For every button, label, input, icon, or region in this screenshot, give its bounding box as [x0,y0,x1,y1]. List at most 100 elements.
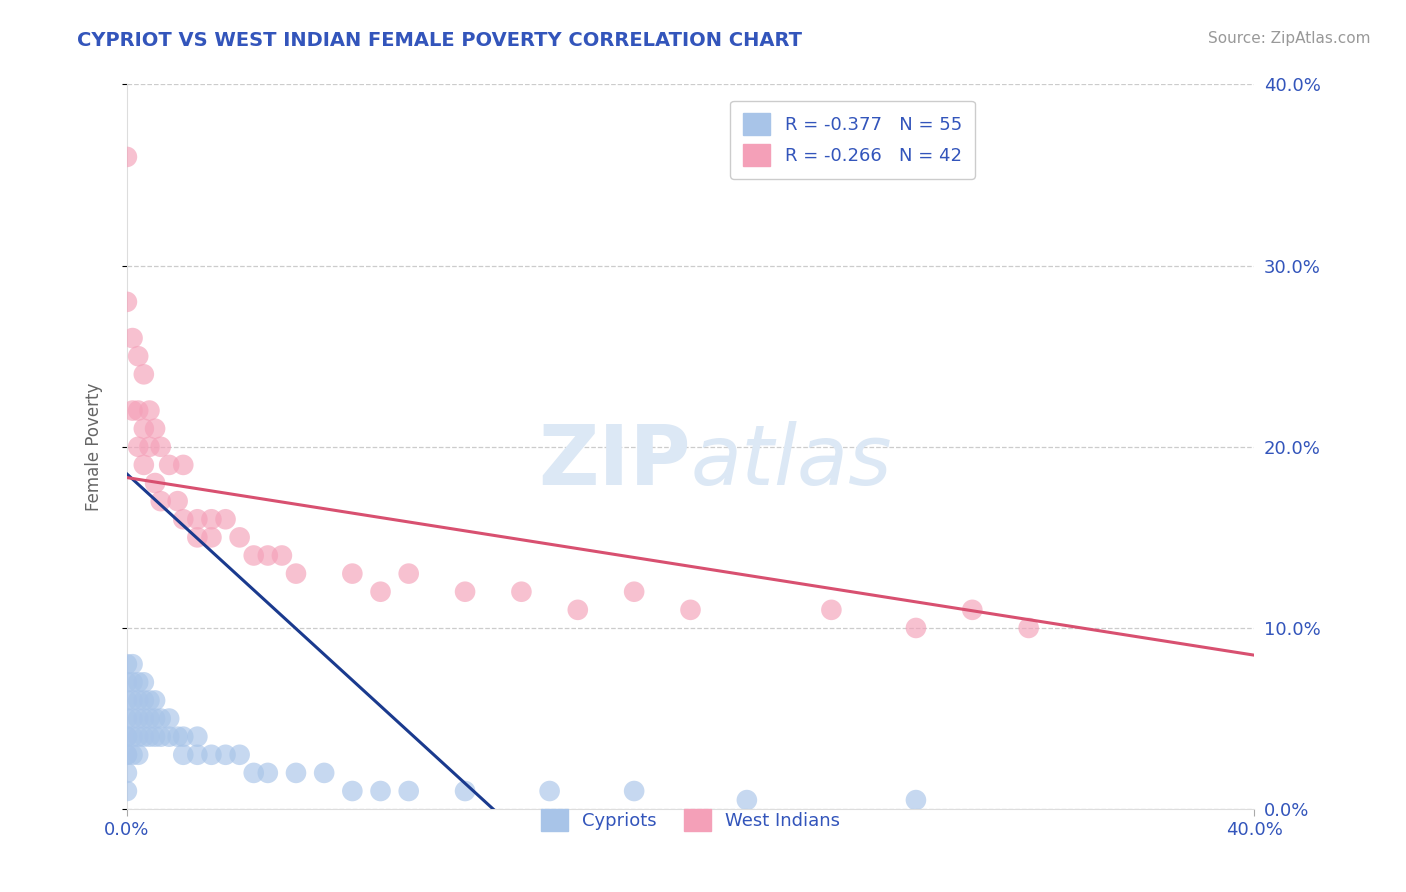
Point [149,494,172,508]
Point [132,730,155,744]
Point [143,730,166,744]
Point [132,422,155,436]
Point [121,693,143,707]
Point [127,693,149,707]
Point [157,458,180,472]
Point [143,476,166,491]
Point [256,549,278,563]
Point [132,368,155,382]
Point [538,784,561,798]
Point [228,530,250,544]
Point [398,784,420,798]
Point [200,530,222,544]
Point [132,458,155,472]
Point [172,512,194,526]
Point [115,730,138,744]
Y-axis label: Female Poverty: Female Poverty [86,383,103,511]
Point [270,549,292,563]
Point [115,784,138,798]
Point [121,730,143,744]
Point [962,603,984,617]
Point [214,512,236,526]
Point [1018,621,1040,635]
Point [186,512,208,526]
Point [314,765,336,780]
Point [342,566,364,581]
Point [567,603,589,617]
Point [143,422,166,436]
Point [172,747,194,762]
Point [121,675,143,690]
Point [143,693,166,707]
Point [214,747,236,762]
Point [132,693,155,707]
Point [143,712,166,726]
Point [149,712,172,726]
Point [127,440,149,454]
Point [115,294,138,309]
Point [904,621,927,635]
Point [242,549,264,563]
Point [370,584,392,599]
Point [121,747,143,762]
Point [256,765,278,780]
Point [820,603,842,617]
Point [115,747,138,762]
Point [138,730,160,744]
Point [121,331,143,345]
Point [454,584,477,599]
Legend: Cypriots, West Indians: Cypriots, West Indians [529,797,853,844]
Point [121,712,143,726]
Point [370,784,392,798]
Point [735,793,758,807]
Text: ZIP: ZIP [538,421,690,502]
Point [166,494,188,508]
Point [285,566,308,581]
Point [904,793,927,807]
Point [186,530,208,544]
Point [132,675,155,690]
Point [454,784,477,798]
Point [138,693,160,707]
Point [115,693,138,707]
Point [115,675,138,690]
Point [149,730,172,744]
Point [115,712,138,726]
Point [127,747,149,762]
Point [623,584,645,599]
Point [242,765,264,780]
Point [138,440,160,454]
Point [115,747,138,762]
Point [172,730,194,744]
Point [121,403,143,417]
Point [157,730,180,744]
Point [510,584,533,599]
Point [679,603,702,617]
Point [200,512,222,526]
Point [127,730,149,744]
Point [166,730,188,744]
Point [138,712,160,726]
Point [138,403,160,417]
Point [200,747,222,762]
Point [157,712,180,726]
Point [127,675,149,690]
Point [121,657,143,672]
Point [115,657,138,672]
Point [398,566,420,581]
Point [285,765,308,780]
Text: CYPRIOT VS WEST INDIAN FEMALE POVERTY CORRELATION CHART: CYPRIOT VS WEST INDIAN FEMALE POVERTY CO… [77,31,803,50]
Point [149,440,172,454]
Point [115,765,138,780]
Point [342,784,364,798]
Point [228,747,250,762]
Point [127,712,149,726]
Point [127,349,149,363]
Point [623,784,645,798]
Point [115,730,138,744]
Text: atlas: atlas [690,421,893,502]
Point [186,747,208,762]
Point [172,458,194,472]
Point [127,403,149,417]
Point [132,712,155,726]
